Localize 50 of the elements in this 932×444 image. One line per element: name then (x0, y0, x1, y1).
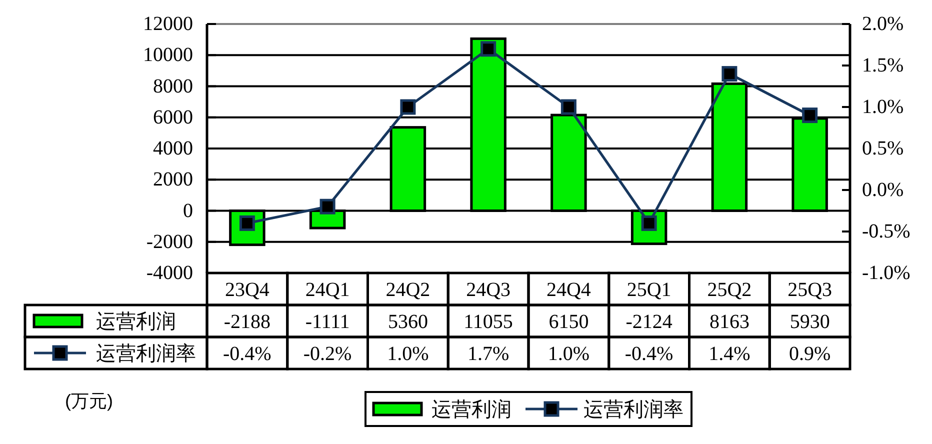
data-label: 8163 (709, 311, 750, 333)
data-label: -0.4% (223, 343, 272, 365)
y2-tick-label: 0.0% (862, 179, 904, 201)
data-label: 1.4% (708, 343, 750, 365)
legend-label: 运营利润 (96, 311, 176, 333)
y2-tick-label: 2.0% (862, 13, 904, 35)
y2-tick-label: 1.5% (862, 54, 904, 76)
y-tick-label: 2000 (153, 168, 193, 191)
point (400, 99, 416, 115)
y-tick-label: -2000 (146, 230, 193, 253)
point (480, 41, 496, 57)
y2-tick-label: 0.5% (862, 138, 904, 160)
data-label: 5930 (790, 311, 830, 333)
y-tick-label: 0 (183, 200, 193, 222)
y2-tick-label: 1.0% (862, 96, 904, 118)
x-tick-label: 24Q2 (386, 279, 430, 301)
text: (万元) (65, 391, 113, 411)
point (722, 66, 738, 82)
data-label: -2188 (224, 311, 271, 333)
y-tick-label: -4000 (146, 262, 193, 284)
data-label: 11055 (464, 311, 513, 333)
data-label: -2124 (626, 311, 672, 333)
legend-label: 运营利润率 (96, 343, 196, 365)
point (320, 198, 336, 214)
data-label: 1.0% (387, 343, 429, 365)
y2-tick-label: -0.5% (862, 220, 910, 242)
data-label: 6150 (548, 311, 589, 333)
y-tick-label: 12000 (143, 13, 193, 35)
point (802, 108, 818, 124)
x-tick-label: 25Q2 (707, 279, 752, 301)
y-tick-label: 8000 (153, 75, 193, 98)
data-label: 0.9% (788, 343, 831, 365)
y-tick-label: 10000 (143, 44, 193, 66)
data-label: -1111 (305, 311, 350, 333)
x-tick-label: 24Q1 (305, 279, 350, 301)
data-label: -0.4% (624, 343, 674, 365)
y-tick-label: 6000 (153, 106, 193, 128)
x-tick-label: 23Q4 (224, 279, 270, 301)
data-label: 1.7% (467, 343, 510, 365)
x-tick-label: 25Q1 (626, 279, 672, 301)
legend: 运营利润 运营利润率 (364, 391, 692, 427)
point (560, 99, 576, 115)
x-tick-label: 25Q3 (788, 279, 832, 301)
data-label: -0.2% (303, 343, 352, 365)
x-tick-label: 24Q3 (466, 279, 511, 301)
x-tick-label: 24Q4 (546, 279, 591, 301)
data-label: 5360 (388, 311, 428, 333)
y-tick-label: 4000 (153, 138, 193, 160)
data-label: 1.0% (548, 343, 590, 365)
y2-tick-label: -1.0% (862, 262, 910, 284)
